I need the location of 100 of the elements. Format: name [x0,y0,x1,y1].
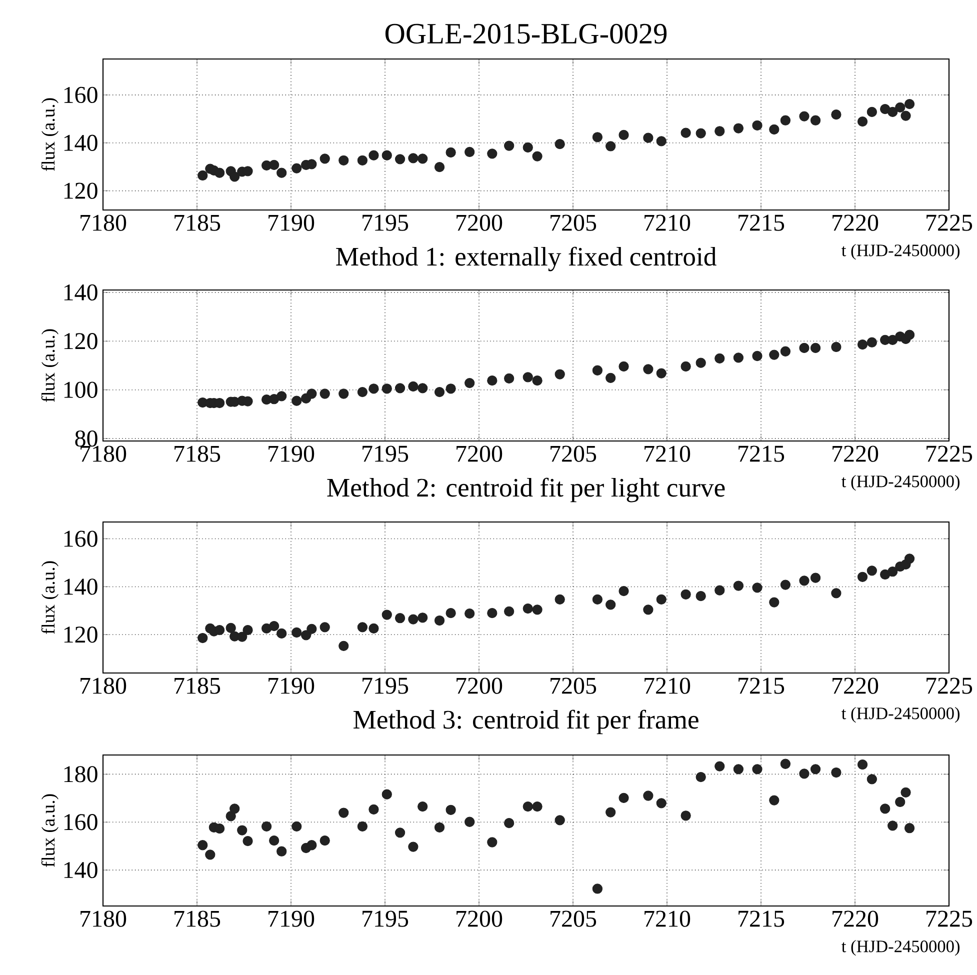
point [300,630,312,640]
x-tick-label: 7225 [926,678,972,694]
point [696,128,706,138]
point [888,106,898,118]
point [276,168,287,178]
point [214,824,225,834]
x-axis-title: t (HJD-2450000) [842,707,960,723]
point [320,388,330,399]
y-tick-label: 100 [64,382,98,398]
y-tick-label: 160 [64,814,98,830]
point [487,148,498,159]
point [643,790,654,801]
point [606,600,616,610]
point [643,132,654,143]
point [532,376,542,386]
x-tick-label: 7210 [644,678,690,694]
x-tick-label: 7205 [550,910,596,927]
point [205,850,216,860]
point [904,554,915,564]
point [292,163,302,174]
x-tick-label: 7200 [456,446,502,462]
point [799,111,810,122]
x-tick-label: 7190 [268,446,314,462]
point [382,384,392,394]
point [831,588,842,598]
point [464,146,475,158]
point [656,798,666,808]
point [532,604,542,615]
point [320,836,330,846]
point [214,168,225,178]
point [780,115,791,126]
point [522,603,533,614]
point [487,608,498,618]
point [769,350,780,360]
x-tick-label: 7220 [832,214,878,231]
point [394,383,406,394]
point [752,764,762,774]
point [733,580,744,591]
point [382,610,392,620]
point [242,625,253,636]
point [504,373,514,384]
point [504,818,514,828]
x-tick-label: 7190 [268,214,314,231]
point [464,378,475,388]
y-axis-title: flux (a.u.) [41,329,58,402]
point [618,792,629,803]
point [237,825,248,836]
point [606,141,616,152]
point [198,632,208,644]
point [752,350,762,362]
point [522,801,533,812]
x-tick-label: 7185 [174,214,220,231]
point [656,368,666,378]
point [292,821,302,832]
point [357,155,368,166]
x-tick-label: 7195 [362,910,408,927]
x-tick-label: 7220 [832,446,878,462]
point [226,622,236,634]
point [866,774,877,784]
point [888,820,898,831]
x-axis-title: t (HJD-2450000) [842,244,960,260]
point [714,126,725,136]
point [408,153,418,164]
point [733,123,744,134]
point [810,764,821,774]
point [276,846,287,856]
point [198,170,208,181]
y-axis-title: flux (a.u.) [41,561,58,634]
point [656,136,666,146]
point [780,580,791,590]
point [532,151,542,162]
point [320,154,330,164]
y-tick-label: 140 [64,862,98,878]
x-tick-label: 7205 [550,678,596,694]
point [306,159,317,170]
point [799,576,810,586]
y-tick-label: 120 [64,626,98,643]
y-tick-label: 80 [75,430,98,447]
point [269,160,280,170]
x-tick-label: 7185 [174,446,220,462]
point [434,386,445,398]
point [487,376,498,386]
point [242,836,253,846]
point [895,102,906,112]
y-tick-label: 120 [64,182,98,199]
point [696,590,706,602]
x-tick-label: 7215 [738,910,784,927]
y-tick-label: 140 [64,578,98,595]
point [214,625,225,636]
point [418,612,428,623]
x-tick-label: 7180 [80,678,126,694]
point [269,836,280,846]
point [434,162,445,172]
y-tick-label: 140 [64,134,98,151]
point [780,346,791,356]
x-tick-label: 7210 [644,214,690,231]
x-tick-label: 7220 [832,678,878,694]
y-tick-label: 180 [64,766,98,782]
point [382,789,392,800]
x-tick-label: 7190 [268,678,314,694]
